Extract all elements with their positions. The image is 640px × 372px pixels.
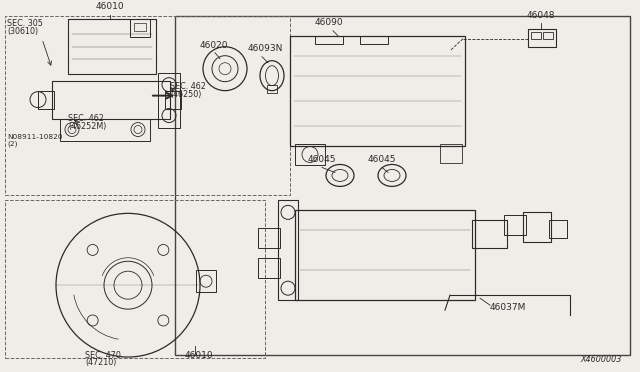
Text: (30610): (30610) <box>7 27 38 36</box>
Text: SEC. 305: SEC. 305 <box>7 19 43 28</box>
Text: X4600003: X4600003 <box>580 355 622 364</box>
Bar <box>523 212 551 242</box>
Bar <box>440 144 462 163</box>
Bar <box>130 19 150 37</box>
Bar <box>504 215 526 235</box>
Text: 46093N: 46093N <box>248 44 284 53</box>
Text: (47210): (47210) <box>85 358 116 367</box>
Bar <box>315 36 343 44</box>
Bar <box>175 16 630 355</box>
Bar <box>196 270 216 292</box>
Bar <box>134 23 146 31</box>
Bar <box>258 258 280 278</box>
Bar <box>290 36 465 145</box>
Bar <box>472 220 507 248</box>
Text: 46045: 46045 <box>308 155 337 164</box>
Text: (46250): (46250) <box>170 90 202 99</box>
Bar <box>165 91 181 109</box>
Bar <box>38 91 54 109</box>
Bar <box>158 73 180 128</box>
Bar <box>52 81 170 119</box>
Text: SEC. 462: SEC. 462 <box>68 113 104 122</box>
Text: 46020: 46020 <box>200 41 228 50</box>
Bar <box>528 29 556 47</box>
Bar <box>295 144 325 166</box>
Bar <box>278 201 298 300</box>
Bar <box>5 16 290 195</box>
Bar <box>258 228 280 248</box>
Text: SEC. 462: SEC. 462 <box>170 81 206 91</box>
Text: 46048: 46048 <box>527 11 556 20</box>
Text: N08911-10820: N08911-10820 <box>7 134 63 140</box>
Text: 46010: 46010 <box>96 2 124 11</box>
Text: SEC. 470: SEC. 470 <box>85 351 121 360</box>
Bar <box>543 32 553 39</box>
Text: 46045: 46045 <box>368 155 397 164</box>
Text: 46010: 46010 <box>185 351 214 360</box>
Text: (2): (2) <box>7 141 17 147</box>
Bar <box>267 85 277 93</box>
Bar <box>531 32 541 39</box>
Bar <box>295 210 475 300</box>
Bar <box>360 36 388 44</box>
Bar <box>68 19 156 74</box>
Bar <box>549 220 567 238</box>
Bar <box>5 201 265 358</box>
Text: (46252M): (46252M) <box>68 122 106 131</box>
Text: 46090: 46090 <box>315 18 344 27</box>
Text: 46037M: 46037M <box>490 303 526 312</box>
Bar <box>60 119 150 141</box>
